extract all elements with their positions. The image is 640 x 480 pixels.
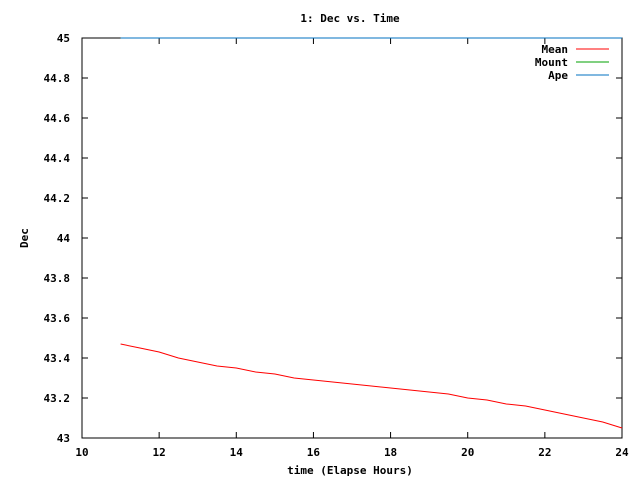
x-axis: 10 12 14 16 18 20 22 24 [75, 38, 629, 459]
y-tick-label: 43.8 [44, 272, 71, 285]
y-tick-label: 43.4 [44, 352, 71, 365]
series-layer [120, 37, 623, 429]
x-tick-label: 14 [230, 446, 244, 459]
x-tick-label: 10 [75, 446, 88, 459]
y-axis-label: Dec [18, 228, 31, 248]
y-tick-label: 43.2 [44, 392, 71, 405]
y-tick-label: 44.4 [44, 152, 71, 165]
legend-label-mount: Mount [535, 56, 568, 69]
legend-label-ape: Ape [548, 69, 568, 82]
series-line-mean [120, 343, 623, 429]
y-tick-label: 43.6 [44, 312, 71, 325]
y-tick-label: 44.2 [44, 192, 71, 205]
x-tick-label: 22 [538, 446, 551, 459]
x-axis-label: time (Elapse Hours) [287, 464, 413, 477]
legend-label-mean: Mean [542, 43, 569, 56]
chart-title: 1: Dec vs. Time [300, 12, 400, 25]
x-tick-label: 24 [615, 446, 629, 459]
y-axis: 43 43.2 43.4 43.6 43.8 44 44.2 44.4 44.6 44.8 45 [44, 32, 622, 445]
y-tick-label: 44.6 [44, 112, 71, 125]
y-tick-label: 44 [57, 232, 71, 245]
x-tick-label: 12 [153, 446, 166, 459]
x-tick-label: 20 [461, 446, 474, 459]
y-tick-label: 44.8 [44, 72, 71, 85]
y-tick-label: 45 [57, 32, 70, 45]
x-tick-label: 16 [307, 446, 321, 459]
y-tick-label: 43 [57, 432, 70, 445]
plot-border [81, 37, 623, 439]
x-tick-label: 18 [384, 446, 397, 459]
